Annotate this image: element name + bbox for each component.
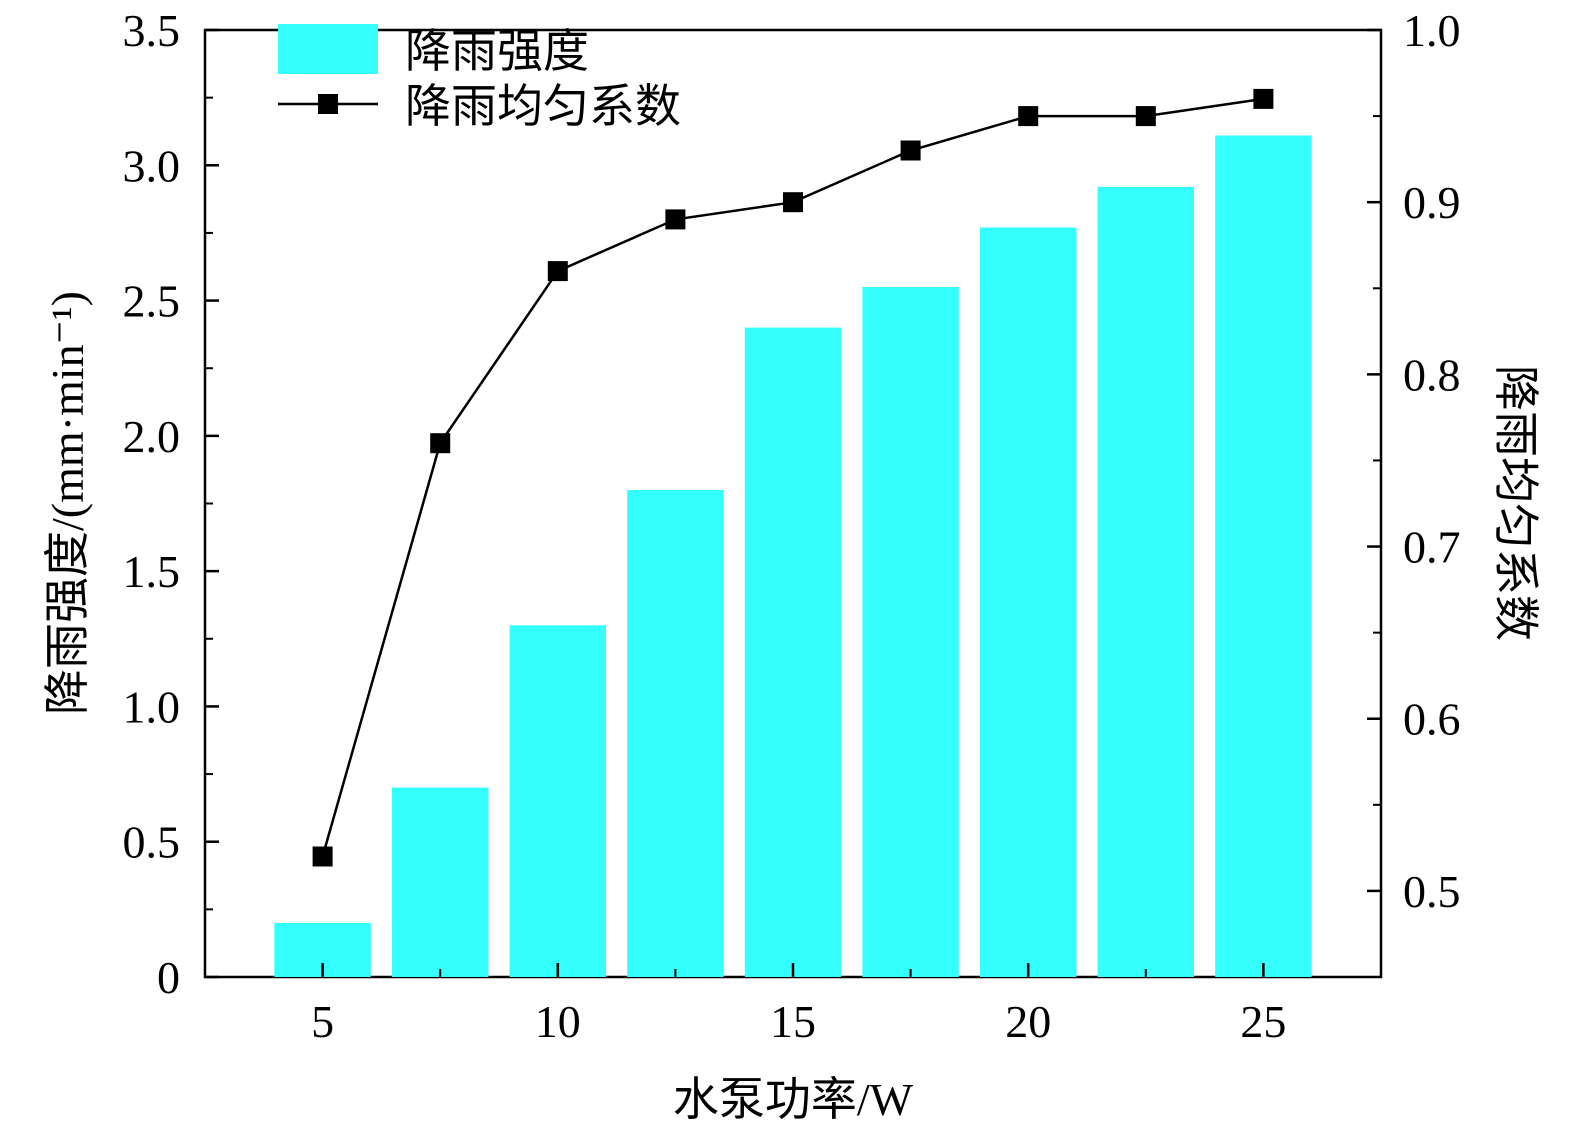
x-tick-label: 5 <box>311 996 334 1047</box>
line-point <box>1253 88 1274 109</box>
bar <box>862 287 959 977</box>
y-left-tick-label: 3.0 <box>123 140 181 191</box>
bar <box>1097 186 1194 977</box>
y-left-tick-label: 0 <box>157 952 180 1003</box>
x-tick-label: 10 <box>535 996 581 1047</box>
y-left-tick-label: 1.0 <box>123 681 181 732</box>
y-right-tick-label: 0.8 <box>1403 349 1461 400</box>
x-tick-label: 25 <box>1240 996 1286 1047</box>
x-tick-label: 20 <box>1005 996 1051 1047</box>
line-layer <box>312 88 1274 867</box>
left-axis-title: 降雨强度/(mm·min⁻¹) <box>42 291 93 715</box>
line-point <box>665 209 686 230</box>
y-left-tick-label: 0.5 <box>123 817 181 868</box>
line-point <box>1018 106 1039 127</box>
y-right-tick-label: 0.7 <box>1403 522 1461 573</box>
y-right-tick-label: 0.9 <box>1403 177 1461 228</box>
y-left-tick-label: 1.5 <box>123 546 181 597</box>
y-right-tick-label: 0.6 <box>1403 694 1461 745</box>
legend: 降雨强度 降雨均匀系数 <box>278 24 681 132</box>
y-left-tick-label: 2.5 <box>123 276 181 327</box>
bar <box>627 490 724 977</box>
line-point <box>900 140 921 161</box>
bar <box>980 227 1077 977</box>
line-point <box>1135 106 1156 127</box>
legend-label-line: 降雨均匀系数 <box>405 81 681 132</box>
line-point <box>312 846 333 867</box>
line-point <box>547 261 568 282</box>
bar <box>392 787 489 977</box>
bar <box>509 625 606 977</box>
axes-layer: 5 10 15 20 25 0 0.5 1.0 1.5 2.0 2.5 3.0 3.5 0.5 0.6 0.7… <box>123 5 1461 1047</box>
line-point <box>783 192 803 213</box>
legend-swatch-bar <box>278 24 378 74</box>
y-left-tick-label: 3.5 <box>123 5 181 56</box>
y-right-tick-label: 0.5 <box>1403 866 1461 917</box>
x-axis-title: 水泵功率/W <box>673 1074 914 1125</box>
y-left-tick-label: 2.0 <box>123 411 181 462</box>
bars-layer <box>274 135 1312 978</box>
y-right-tick-label: 1.0 <box>1403 5 1461 56</box>
x-tick-label: 15 <box>770 996 816 1047</box>
right-axis-title: 降雨均匀系数 <box>1490 365 1541 641</box>
line-point <box>430 433 451 454</box>
bar <box>1215 135 1312 977</box>
legend-swatch-marker <box>318 94 338 114</box>
legend-label-bar: 降雨强度 <box>405 26 589 77</box>
bar <box>744 327 842 978</box>
